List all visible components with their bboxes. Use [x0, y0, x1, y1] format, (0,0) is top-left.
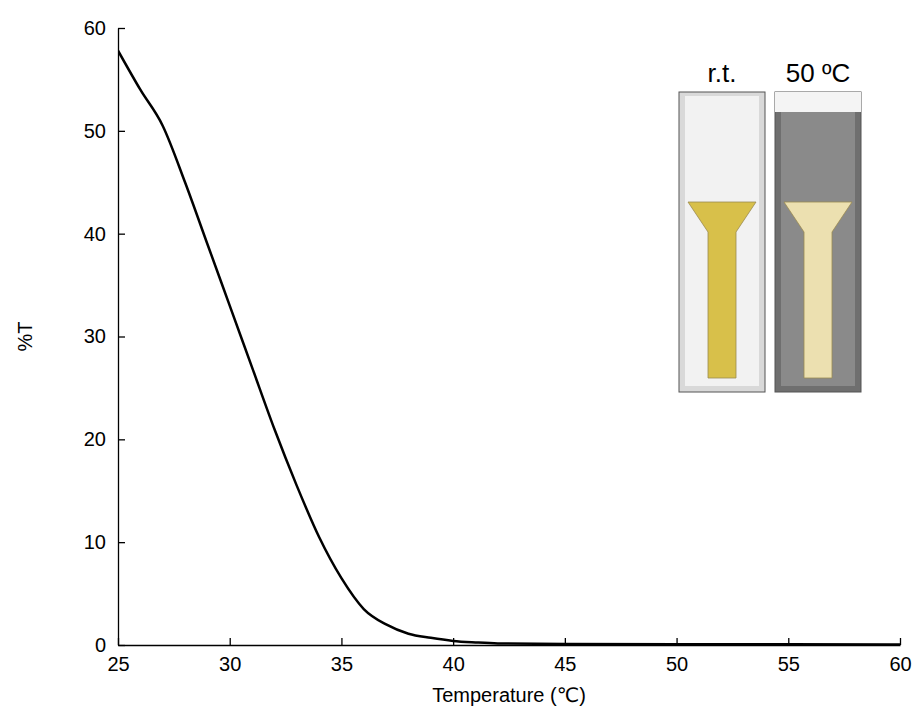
tick: 30 — [219, 638, 241, 675]
cuvette-glass — [781, 96, 855, 386]
tick: 0 — [95, 634, 125, 656]
y-axis-title: %T — [14, 322, 36, 352]
y-axis: 0 10 20 30 40 50 60 — [84, 17, 125, 656]
tick-mark — [118, 336, 125, 337]
tick-label: 45 — [554, 653, 576, 675]
tick-label: 30 — [219, 653, 241, 675]
tick: 50 — [84, 120, 125, 142]
tick: 20 — [84, 428, 125, 450]
tick: 30 — [84, 325, 125, 347]
tick-mark — [118, 131, 125, 132]
cuvette — [775, 92, 861, 392]
cuvette-glass — [685, 96, 759, 386]
tick-label: 50 — [84, 120, 106, 142]
plot: 25 30 35 40 45 50 55 60 0 10 20 30 40 50 60 — [84, 17, 912, 675]
tick-label: 30 — [84, 325, 106, 347]
tick: 40 — [443, 638, 465, 675]
tick-mark — [118, 234, 125, 235]
line — [118, 51, 900, 645]
tick: 40 — [84, 223, 125, 245]
tick-label: 20 — [84, 428, 106, 450]
cuvette-sample — [784, 202, 852, 378]
annotation: r.t. — [708, 58, 737, 88]
tick-label: 55 — [778, 653, 800, 675]
cuvette-sample — [688, 202, 756, 378]
tick-label: 60 — [84, 17, 106, 39]
tick-label: 40 — [84, 223, 106, 245]
cuvette-body — [775, 92, 861, 392]
tick-label: 40 — [443, 653, 465, 675]
tick-mark — [118, 542, 125, 543]
cuvette — [679, 92, 765, 392]
tick-mark — [230, 638, 231, 645]
tick-label: 10 — [84, 531, 106, 553]
tick-label: 50 — [666, 653, 688, 675]
tick-mark — [118, 645, 125, 646]
tick-label: 25 — [107, 653, 129, 675]
marks — [118, 51, 900, 645]
tick: 10 — [84, 531, 125, 553]
tick-mark — [900, 638, 901, 645]
tick: 35 — [331, 638, 353, 675]
tick-mark — [118, 439, 125, 440]
annotation: 50 ºC — [786, 58, 850, 88]
tick-mark — [341, 638, 342, 645]
chart: 25 30 35 40 45 50 55 60 0 10 20 30 40 50 60 Temperature… — [0, 0, 924, 712]
tick-label: 60 — [889, 653, 911, 675]
axis-line — [119, 645, 901, 646]
tick: 60 — [84, 17, 125, 39]
cuvette-cap — [775, 92, 861, 112]
tick-mark — [118, 28, 125, 29]
x-axis-title: Temperature (℃) — [432, 684, 586, 706]
tick-label: 0 — [95, 634, 106, 656]
cuvette-body — [679, 92, 765, 392]
tick-label: 35 — [331, 653, 353, 675]
